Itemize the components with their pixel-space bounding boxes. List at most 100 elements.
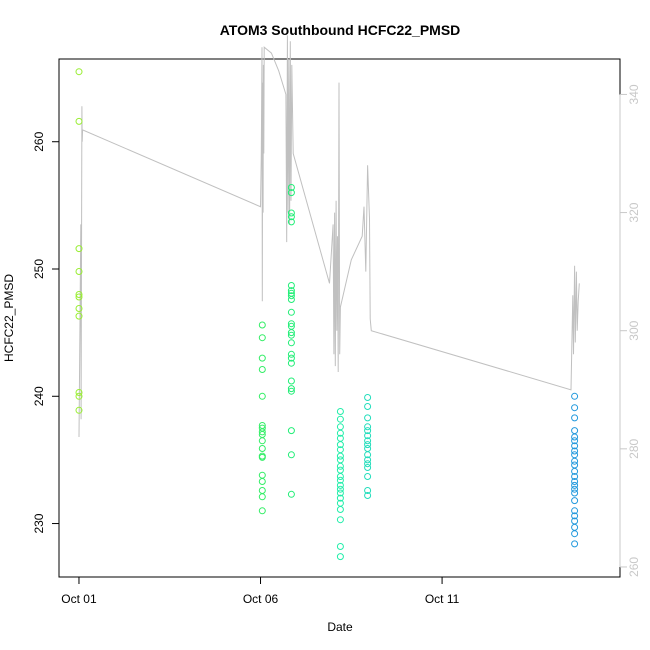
data-point xyxy=(364,460,372,468)
data-point xyxy=(258,507,266,515)
data-point xyxy=(287,308,295,316)
data-point xyxy=(75,392,83,400)
data-point xyxy=(571,478,579,485)
data-point xyxy=(287,184,295,191)
x-tick-label: Oct 06 xyxy=(243,592,279,606)
data-point xyxy=(364,464,372,471)
data-point xyxy=(571,442,579,450)
x-tick-label: Oct 11 xyxy=(425,592,460,606)
data-point xyxy=(571,485,579,493)
data-point xyxy=(75,68,83,76)
data-point xyxy=(287,350,295,358)
data-point xyxy=(336,516,344,524)
data-point xyxy=(571,473,579,480)
data-point xyxy=(571,414,579,422)
data-point xyxy=(364,473,372,480)
y2-tick-label: 340 xyxy=(627,84,641,104)
x-axis-label: Date xyxy=(327,620,353,634)
data-point xyxy=(364,487,372,494)
data-point xyxy=(287,377,295,385)
y2-tick-label: 260 xyxy=(627,557,641,577)
data-point xyxy=(75,291,83,298)
data-point xyxy=(287,218,295,226)
data-point xyxy=(571,489,579,497)
data-point xyxy=(571,427,579,435)
data-point xyxy=(336,553,344,561)
data-point xyxy=(336,408,344,415)
data-point xyxy=(287,296,295,303)
data-point xyxy=(364,432,372,440)
data-point xyxy=(258,334,266,342)
data-point xyxy=(364,403,372,410)
data-point xyxy=(336,473,344,480)
data-point xyxy=(336,543,344,550)
data-point xyxy=(75,389,83,396)
y-axis-label: HCFC22_PMSD xyxy=(2,274,16,362)
y-tick-label: 240 xyxy=(32,386,46,406)
data-point xyxy=(258,478,266,485)
data-point xyxy=(571,437,579,445)
x-tick-label: Oct 01 xyxy=(61,592,97,606)
data-point xyxy=(258,392,266,400)
data-point xyxy=(336,466,344,474)
chart-title: ATOM3 Southbound HCFC22_PMSD xyxy=(220,22,461,38)
data-point xyxy=(287,331,295,339)
data-point xyxy=(571,540,579,548)
data-point xyxy=(287,385,295,393)
data-point xyxy=(364,492,372,499)
data-point xyxy=(287,329,295,337)
points-layer xyxy=(75,68,579,561)
data-point xyxy=(287,427,295,435)
data-point xyxy=(258,366,266,373)
data-point xyxy=(571,392,579,400)
data-point xyxy=(571,461,579,469)
data-point xyxy=(287,339,295,347)
data-point xyxy=(287,451,295,459)
data-point xyxy=(75,406,83,414)
data-point xyxy=(287,359,295,367)
data-point xyxy=(364,451,372,459)
data-point xyxy=(287,282,295,289)
data-point xyxy=(287,292,295,300)
data-point xyxy=(571,523,579,531)
data-point xyxy=(571,457,579,465)
data-point xyxy=(258,487,266,494)
data-point xyxy=(75,312,83,320)
data-point xyxy=(258,453,266,461)
data-point xyxy=(336,506,344,513)
y2-tick-label: 300 xyxy=(627,320,641,340)
data-point xyxy=(571,447,579,455)
data-point xyxy=(571,530,579,538)
data-point xyxy=(364,441,372,449)
data-point xyxy=(336,415,344,423)
data-point xyxy=(336,429,344,437)
y-tick-label: 230 xyxy=(32,513,46,533)
data-point xyxy=(364,445,372,452)
data-point xyxy=(571,481,579,489)
data-point xyxy=(336,456,344,464)
data-point xyxy=(336,485,344,493)
data-point xyxy=(336,476,344,484)
axes-layer: Oct 01 Oct 06 Oct 11 230 240 250 260 260 280 300 3… xyxy=(32,84,641,606)
data-point xyxy=(258,428,266,436)
data-point xyxy=(571,512,579,520)
data-point xyxy=(364,423,372,431)
data-point xyxy=(258,493,266,501)
data-point xyxy=(336,489,344,497)
data-point xyxy=(75,268,83,275)
data-point xyxy=(75,245,83,253)
data-point xyxy=(571,497,579,505)
y2-tick-label: 320 xyxy=(627,202,641,222)
y-tick-label: 260 xyxy=(32,131,46,151)
y2-tick-label: 280 xyxy=(627,438,641,458)
data-point xyxy=(571,433,579,441)
data-point xyxy=(571,467,579,475)
data-point xyxy=(287,490,295,498)
data-point xyxy=(287,287,295,295)
data-point xyxy=(287,320,295,328)
data-point xyxy=(571,507,579,515)
line-series xyxy=(78,35,580,438)
data-point xyxy=(75,117,83,125)
